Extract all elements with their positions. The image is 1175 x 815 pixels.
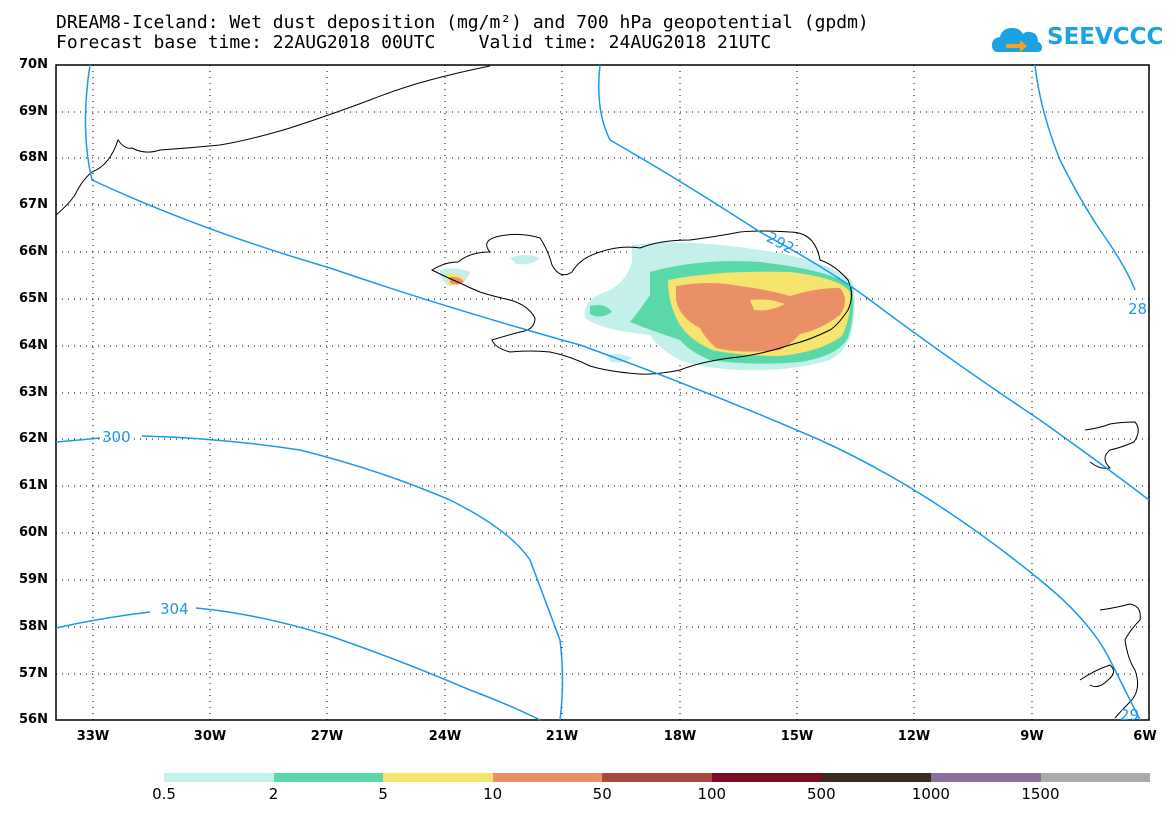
lat-label: 60N: [19, 525, 48, 540]
cloud-logo-icon: [992, 28, 1042, 52]
lat-label: 67N: [19, 197, 48, 212]
geopotential-contours: [55, 64, 1150, 721]
logo-text: SEEVCCC: [1047, 24, 1164, 50]
lat-label: 65N: [19, 291, 48, 306]
coastline: [55, 65, 1141, 719]
contour-label: 304: [160, 600, 189, 618]
lat-label: 57N: [19, 666, 48, 681]
lon-label: 27W: [310, 729, 344, 744]
lon-label: 9W: [1020, 729, 1044, 744]
color-legend: [164, 773, 1151, 782]
lon-label: 33W: [76, 729, 110, 744]
lat-label: 56N: [19, 712, 48, 727]
lat-label: 70N: [19, 57, 48, 72]
lat-label: 66N: [19, 244, 48, 259]
legend-swatch: [164, 773, 274, 782]
legend-label: 100: [697, 785, 727, 803]
lat-label: 69N: [19, 104, 48, 119]
lon-label: 18W: [663, 729, 697, 744]
legend-swatch: [273, 773, 384, 782]
lon-label: 15W: [780, 729, 814, 744]
legend-swatch: [383, 773, 493, 782]
legend-swatch: [821, 773, 931, 782]
contour-label: 29: [1120, 706, 1139, 724]
lat-label: 68N: [19, 150, 48, 165]
map-title: DREAM8-Iceland: Wet dust deposition (mg/…: [56, 12, 869, 33]
lat-label: 61N: [19, 478, 48, 493]
legend-label: 10: [483, 785, 503, 803]
grid: [56, 65, 1149, 720]
legend-label: 0.5: [152, 785, 176, 803]
legend-swatch: [492, 773, 603, 782]
contour-label: 300: [102, 428, 131, 446]
lon-label: 6W: [1133, 729, 1157, 744]
lat-label: 62N: [19, 431, 48, 446]
lon-label: 30W: [193, 729, 227, 744]
lon-label: 21W: [545, 729, 579, 744]
legend-swatch: [711, 773, 822, 782]
map-subtitle: Forecast base time: 22AUG2018 00UTC Vali…: [56, 32, 772, 53]
dust-deposition-field: [440, 242, 855, 371]
legend-label: 1500: [1021, 785, 1060, 803]
lat-label: 59N: [19, 572, 48, 587]
lon-label: 12W: [897, 729, 931, 744]
contour-label: 28: [1128, 300, 1147, 318]
legend-label: 500: [807, 785, 836, 803]
lat-label: 64N: [19, 338, 48, 353]
legend-swatch: [930, 773, 1041, 782]
lat-label: 63N: [19, 385, 48, 400]
legend-swatch: [1040, 773, 1151, 782]
lat-label: 58N: [19, 619, 48, 634]
legend-label: 50: [592, 785, 612, 803]
legend-label: 2: [268, 785, 279, 803]
legend-swatch: [602, 773, 712, 782]
lon-label: 24W: [428, 729, 462, 744]
legend-label: 1000: [911, 785, 950, 803]
legend-label: 5: [378, 785, 388, 803]
